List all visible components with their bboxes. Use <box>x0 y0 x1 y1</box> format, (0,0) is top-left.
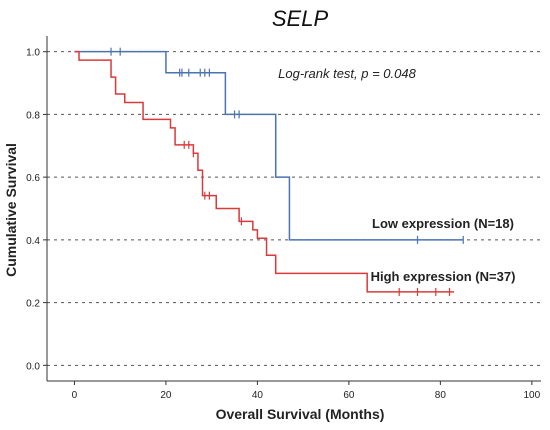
series-line-high <box>74 50 455 293</box>
grid <box>47 51 541 366</box>
x-tick-label: 100 <box>524 390 541 401</box>
y-tick-label: 0.6 <box>26 173 40 184</box>
series-label-high: High expression (N=37) <box>371 269 516 284</box>
series-line-low <box>74 50 464 241</box>
y-tick-label: 1.0 <box>26 48 40 59</box>
y-tick-label: 0.2 <box>26 299 40 310</box>
series-label-low: Low expression (N=18) <box>372 216 514 231</box>
y-tick-label: 0.0 <box>26 361 40 372</box>
series-labels: Low expression (N=18) High expression (N=… <box>371 216 516 284</box>
x-tick-label: 0 <box>72 390 78 401</box>
x-tick-label: 80 <box>435 390 447 401</box>
log-rank-annotation: Log-rank test, p = 0.048 <box>278 66 416 81</box>
x-tick-label: 40 <box>252 390 264 401</box>
chart-title: SELP <box>272 6 329 31</box>
x-tick-label: 60 <box>343 390 355 401</box>
y-tick-label: 0.4 <box>26 236 40 247</box>
axes: 0.0 0.2 0.4 0.6 0.8 1.0 0 20 40 60 80 100 <box>26 36 541 401</box>
y-axis-label: Cumulative Survival <box>3 143 19 277</box>
x-tick-label: 20 <box>160 390 172 401</box>
x-axis-label: Overall Survival (Months) <box>216 406 385 422</box>
series-layer <box>74 47 464 296</box>
y-tick-label: 0.8 <box>26 110 40 121</box>
